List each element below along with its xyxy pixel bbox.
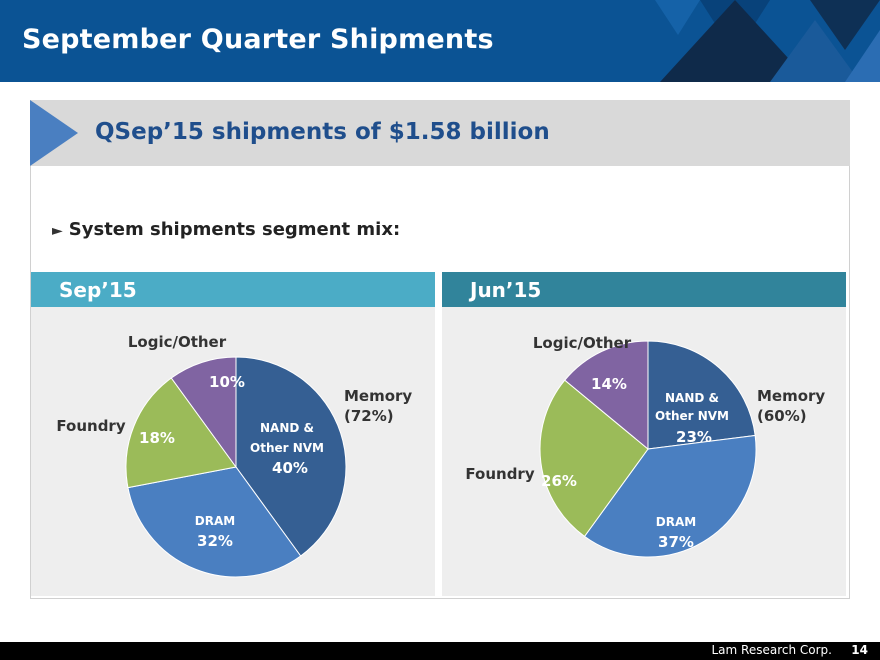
- headline-banner: [30, 100, 850, 166]
- pie-slice-foundry: [539, 379, 649, 538]
- memory-label: Memory: [344, 387, 412, 405]
- pie-slice-dram: [127, 466, 302, 578]
- slice-value-dram: 37%: [658, 533, 694, 551]
- footer-company: Lam Research Corp.: [711, 643, 833, 657]
- memory-label: (72%): [344, 407, 394, 425]
- banner-arrow-icon: [30, 100, 78, 166]
- slice-label-nand: Other NVM: [250, 441, 324, 455]
- header-bar: September Quarter Shipments: [0, 0, 880, 82]
- pie-slice-foundry: [125, 377, 237, 489]
- pie-slice-dram: [583, 434, 757, 558]
- bullet-text: System shipments segment mix:: [68, 219, 401, 240]
- memory-label: (60%): [757, 407, 807, 425]
- sep15-pie-chart: NAND & Other NVM 40% DRAM 32% 18% 10% Logic/Oth…: [56, 333, 412, 578]
- memory-label: Memory: [757, 387, 825, 405]
- jun15-chart-panel: Jun’15 NAND & Other NVM 23% DRAM 37% 26% 14% Lo…: [442, 272, 846, 596]
- jun15-pie-chart: NAND & Other NVM 23% DRAM 37% 26% 14% Logic/Oth…: [465, 334, 825, 558]
- bullet-item: ► System shipments segment mix:: [52, 219, 400, 240]
- logic-other-label: Logic/Other: [533, 334, 632, 352]
- jun15-chart-header: Jun’15: [442, 272, 846, 307]
- page-number: 14: [851, 643, 868, 657]
- pie-slice-nand: [647, 340, 756, 450]
- footer-bar: Lam Research Corp. 14: [0, 642, 880, 660]
- pie-slice-nand: [235, 356, 347, 557]
- pie-slice-logic: [170, 356, 237, 469]
- slice-label-dram: DRAM: [656, 515, 696, 529]
- slice-label-dram: DRAM: [195, 514, 235, 528]
- slice-value-foundry: 26%: [541, 472, 577, 490]
- sep15-chart-title: Sep’15: [59, 278, 137, 302]
- jun15-chart-title: Jun’15: [470, 278, 542, 302]
- slice-value-nand: 23%: [676, 428, 712, 446]
- sep15-chart-header: Sep’15: [31, 272, 435, 307]
- slice-value-logic: 14%: [591, 375, 627, 393]
- foundry-label: Foundry: [465, 465, 534, 483]
- headline-text: QSep’15 shipments of $1.58 billion: [95, 119, 550, 145]
- slice-label-nand: Other NVM: [655, 409, 729, 423]
- slice-value-dram: 32%: [197, 532, 233, 550]
- header-decoration: [655, 0, 880, 82]
- slice-value-nand: 40%: [272, 459, 308, 477]
- slice-label-nand: NAND &: [665, 391, 719, 405]
- bullet-marker: ►: [52, 223, 63, 239]
- slice-label-nand: NAND &: [260, 421, 314, 435]
- logic-other-label: Logic/Other: [128, 333, 227, 351]
- pie-slice-logic: [564, 340, 649, 451]
- page-title: September Quarter Shipments: [22, 24, 494, 55]
- sep15-chart-panel: Sep’15 NAND & Other NVM 40% DRAM 32% 18% 10% Lo…: [31, 272, 435, 596]
- slice-value-foundry: 18%: [139, 429, 175, 447]
- slice-value-logic: 10%: [209, 373, 245, 391]
- foundry-label: Foundry: [56, 417, 125, 435]
